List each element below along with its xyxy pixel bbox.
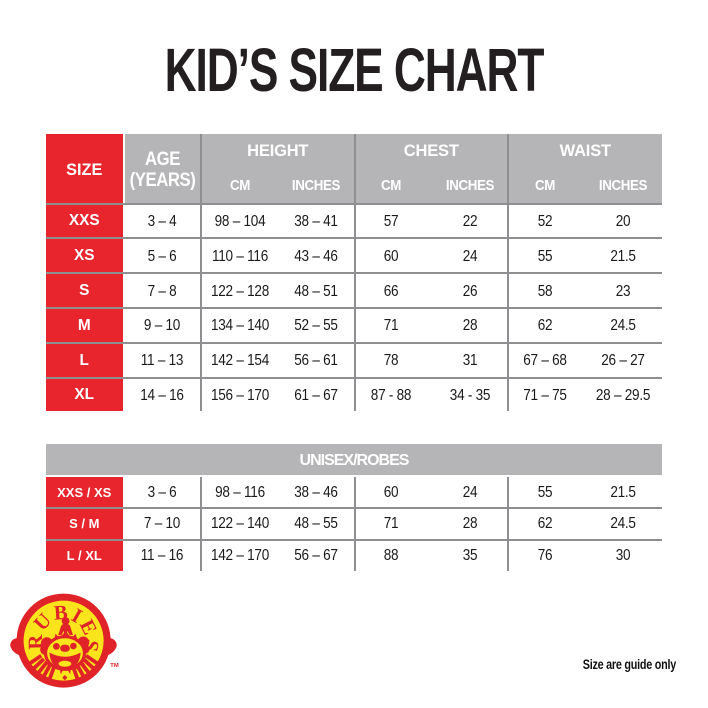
svg-text:TM: TM (110, 663, 119, 669)
